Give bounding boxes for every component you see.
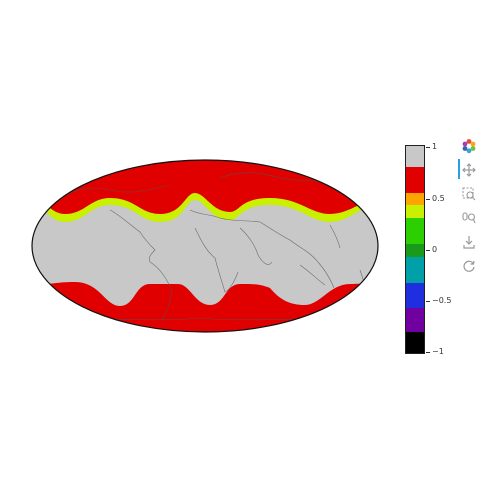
colorbar-label: 1 xyxy=(432,142,438,151)
colorbar-tick xyxy=(426,352,430,353)
colorbar-segment xyxy=(406,308,424,333)
pan-icon[interactable] xyxy=(460,161,478,179)
colorbar xyxy=(405,145,425,354)
save-icon[interactable] xyxy=(460,233,478,251)
globe-outline xyxy=(31,159,379,333)
globe xyxy=(32,160,378,332)
colorbar-segment xyxy=(406,218,424,245)
colorbar-segment xyxy=(406,256,424,283)
bokeh-logo-icon[interactable] xyxy=(460,137,478,155)
colorbar-tick xyxy=(426,199,430,200)
plot-toolbar xyxy=(456,135,482,280)
colorbar-segment xyxy=(406,282,424,309)
colorbar-label: 0 xyxy=(432,245,438,254)
colorbar-segment xyxy=(406,332,424,353)
colorbar-label: −0.5 xyxy=(432,296,452,305)
box-zoom-icon[interactable] xyxy=(460,185,478,203)
wheel-zoom-icon[interactable] xyxy=(460,209,478,227)
colorbar-tick xyxy=(426,147,430,148)
colorbar-tick xyxy=(426,250,430,251)
colorbar-segment xyxy=(406,244,424,257)
colorbar-label: 0.5 xyxy=(432,194,445,203)
colorbar-segment xyxy=(406,205,424,219)
coastlines xyxy=(59,172,367,321)
colorbar-label: −1 xyxy=(432,347,444,356)
colorbar-segment xyxy=(406,192,424,206)
colorbar-segment xyxy=(406,166,424,193)
reset-icon[interactable] xyxy=(460,257,478,275)
colorbar-tick xyxy=(426,301,430,302)
colorbar-segment xyxy=(406,146,424,167)
active-tool-indicator xyxy=(458,159,460,179)
